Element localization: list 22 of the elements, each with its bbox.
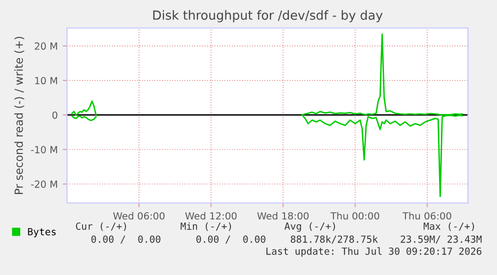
y-tick-label: 0 [52,111,58,119]
y-tick-label: 10 M [35,76,58,84]
text: Avg (-/+) [284,222,335,232]
x-tick-label: Wed 12:00 [185,212,237,220]
chart-title: Disk throughput for /dev/sdf - by day [153,10,383,22]
x-tick-label: Thu 00:00 [330,212,380,220]
y-axis-title: Pr second read (-) / write (+) [14,36,24,194]
x-tick-label: Wed 06:00 [113,212,165,220]
text: Min (-/+) [180,222,231,231]
x-tick-label: Wed 18:00 [257,212,309,220]
text: Last update: Thu Jul 30 09:20:17 2026 [266,247,482,257]
text: 23.59M/ 23.43M [400,235,482,244]
text: 0.00 / 0.00 [91,235,160,244]
y-tick-label: 20 M [34,42,58,50]
legend-label: Bytes [28,228,56,238]
text: 0.00 / 0.00 [196,235,266,244]
x-tick-label: Thu 06:00 [402,212,452,220]
text: 881.78k/278.75k [290,235,378,244]
text: Max (-/+) [424,222,474,231]
y-tick-label: -20 M [31,180,58,188]
text: Cur (-/+) [76,222,126,231]
y-tick-label: -10 M [31,146,58,154]
